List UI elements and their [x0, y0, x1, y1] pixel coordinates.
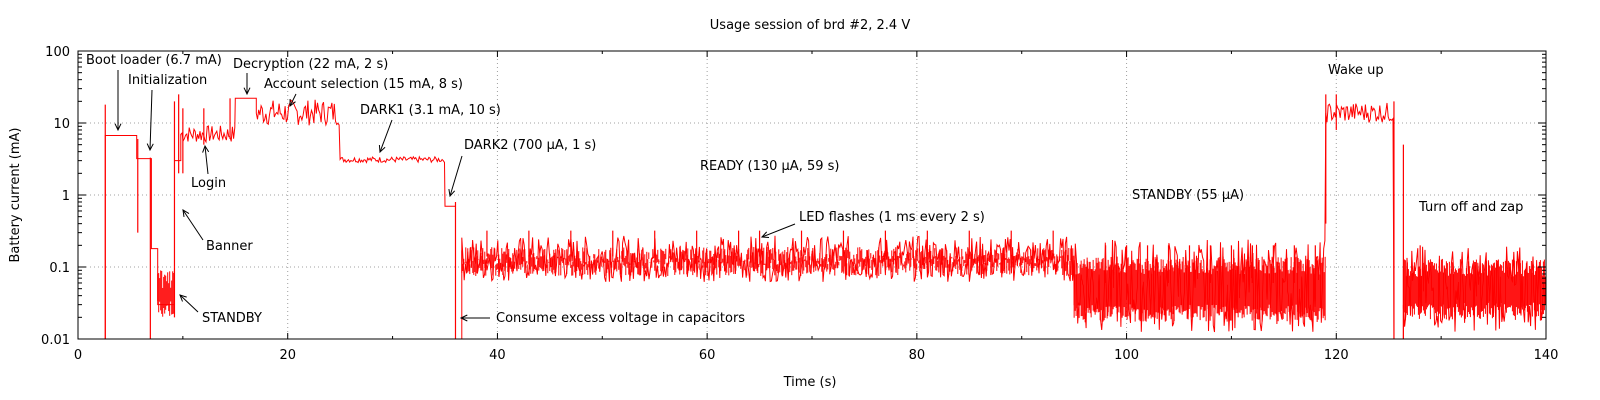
annotation-arrowhead: [243, 87, 251, 96]
annotation-arrow: [149, 89, 153, 151]
annotation-arrowhead: [448, 189, 456, 198]
annotation-label: Turn off and zap: [1418, 200, 1523, 215]
x-tick-label: 20: [279, 348, 296, 363]
annotation-label: Wake up: [1328, 63, 1384, 78]
annotation-arrowhead: [459, 314, 468, 322]
annotation-arrow: [449, 155, 463, 197]
annotation-label: Decryption (22 mA, 2 s): [233, 57, 388, 72]
annotation-arrowhead: [146, 143, 154, 152]
x-tick-label: 40: [489, 348, 506, 363]
y-tick-label: 0.1: [49, 261, 70, 276]
annotation-arrowhead: [760, 231, 770, 238]
annotation-label: STANDBY (55 µA): [1132, 188, 1244, 203]
annotations: Boot loader (6.7 mA) Initialization Decryp…: [86, 53, 1523, 326]
annotation-arrowhead: [179, 294, 187, 302]
annotation-label: Banner: [206, 239, 253, 254]
annotation-label: DARK2 (700 µA, 1 s): [464, 138, 596, 153]
annotation-arrow: [379, 119, 393, 153]
y-axis-label: Battery current (mA): [8, 128, 23, 263]
y-tick-label: 100: [45, 45, 70, 60]
annotation-label: Boot loader (6.7 mA): [86, 53, 222, 68]
annotation-arrowhead: [182, 209, 190, 217]
annotation-arrow: [179, 294, 199, 313]
annotation-label: Consume excess voltage in capacitors: [496, 311, 745, 326]
annotation-label: READY (130 µA, 59 s): [700, 159, 839, 174]
annotation-arrowhead: [378, 144, 386, 154]
x-tick-label: 60: [699, 348, 716, 363]
annotation-arrow: [289, 93, 297, 107]
y-tick-label: 10: [53, 117, 70, 132]
annotation-label: Initialization: [128, 73, 207, 88]
annotation-arrow: [761, 223, 796, 238]
x-tick-label: 140: [1534, 348, 1559, 363]
x-tick-label: 120: [1324, 348, 1349, 363]
annotation-arrow: [182, 209, 204, 241]
x-axis-label: Time (s): [783, 375, 837, 390]
annotation-label: LED flashes (1 ms every 2 s): [799, 210, 985, 225]
y-tick-label: 1: [62, 189, 70, 204]
x-tick-label: 0: [74, 348, 82, 363]
current-trace: [78, 94, 1546, 340]
annotation-label: STANDBY: [202, 311, 262, 326]
x-tick-label: 100: [1114, 348, 1139, 363]
y-tick-label: 0.01: [41, 333, 70, 348]
annotation-label: Login: [191, 176, 226, 191]
axis-ticks: 0 20 40 60 80 100 120 140 0.01 0.1 1 10 100: [41, 45, 1558, 363]
annotation-arrowhead: [289, 98, 296, 108]
x-tick-label: 80: [909, 348, 926, 363]
annotation-arrowhead: [114, 123, 122, 132]
annotation-label: Account selection (15 mA, 8 s): [264, 77, 463, 92]
annotation-arrowhead: [202, 144, 210, 153]
annotation-label: DARK1 (3.1 mA, 10 s): [360, 103, 501, 118]
chart-title: Usage session of brd #2, 2.4 V: [710, 18, 911, 33]
annotation-arrow: [204, 145, 209, 175]
